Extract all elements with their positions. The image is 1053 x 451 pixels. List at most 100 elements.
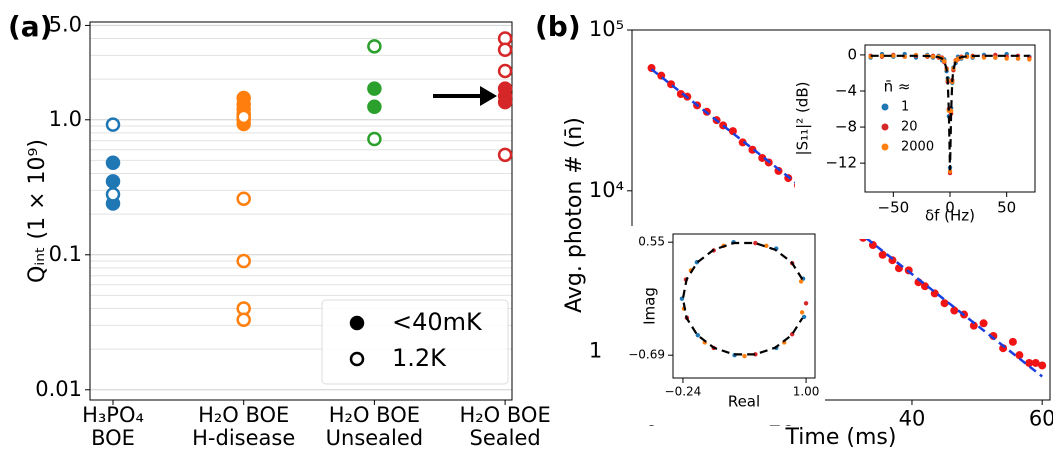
y-tick-label: −0.69 xyxy=(628,348,665,362)
inset-background xyxy=(795,37,1045,239)
data-point xyxy=(803,301,809,306)
label-line: H₂O BOE xyxy=(198,403,289,427)
data-point xyxy=(676,89,685,98)
axes-frame xyxy=(864,44,1036,193)
axes-frame xyxy=(89,21,513,401)
data-point xyxy=(1015,351,1024,360)
data-point xyxy=(738,138,747,147)
x-axis-label: Time (ms) xyxy=(785,425,897,450)
data-point xyxy=(497,147,513,163)
x-tick-label: H₂O BOE Unsealed xyxy=(326,403,424,450)
axes-frame xyxy=(631,29,1051,401)
label-line: BOE xyxy=(91,426,135,450)
data-point xyxy=(878,250,887,259)
y-axis-label: Qᵢₙₜ (1 × 10⁹) xyxy=(25,139,50,283)
fit-line xyxy=(681,241,804,356)
data-point xyxy=(764,243,769,249)
legend-marker xyxy=(881,143,889,151)
data-point xyxy=(367,99,382,114)
data-point xyxy=(930,54,936,59)
x-axis-label: δf (Hz) xyxy=(925,207,975,225)
label-line: H₃PO₄ xyxy=(82,403,144,427)
legend-label: 20 xyxy=(901,120,918,135)
data-point xyxy=(497,42,513,58)
y-tick-label: 0.01 xyxy=(35,377,82,401)
x-tick-label: 0 xyxy=(945,199,955,217)
y-axis-label: |S₁₁|² (dB) xyxy=(794,82,812,156)
legend-marker xyxy=(881,103,889,111)
axes-frame xyxy=(672,233,816,379)
data-point xyxy=(891,53,896,59)
fit-line xyxy=(870,54,1030,171)
x-tick-label: 1.00 xyxy=(793,385,820,399)
y-tick-label: 10⁴ xyxy=(589,178,624,202)
legend-label: 2000 xyxy=(901,140,934,155)
data-point xyxy=(367,39,382,54)
y-tick-label: −4 xyxy=(835,81,857,99)
y-tick-label: 1.0 xyxy=(49,107,82,131)
data-point xyxy=(497,63,513,79)
panel-label: (b) xyxy=(535,10,581,43)
data-point xyxy=(367,81,382,96)
legend-box xyxy=(321,299,509,385)
data-point xyxy=(753,240,758,246)
data-point xyxy=(105,117,121,132)
label-line: Sealed xyxy=(469,426,540,450)
data-point xyxy=(798,279,804,284)
data-point xyxy=(1004,56,1009,61)
data-point xyxy=(969,321,978,330)
data-point xyxy=(236,312,251,328)
y-axis-label: Imag xyxy=(641,287,659,325)
y-tick-label: 0.55 xyxy=(638,235,665,249)
y-tick-label: 0.1 xyxy=(49,242,82,266)
data-point xyxy=(950,306,959,315)
x-tick-label: −0.24 xyxy=(665,385,702,399)
data-point xyxy=(742,353,747,359)
x-tick-label: 60 xyxy=(1029,407,1053,431)
legend-label: 1.2K xyxy=(392,344,447,372)
panel-label: (a) xyxy=(8,10,53,43)
inset-background xyxy=(603,226,825,425)
y-tick-label: 0 xyxy=(847,45,857,63)
data-point xyxy=(1027,57,1032,62)
data-point xyxy=(948,108,954,114)
data-point xyxy=(993,55,998,60)
data-point xyxy=(1031,358,1040,367)
x-tick-label: 40 xyxy=(899,407,926,431)
legend-label: <40mK xyxy=(392,308,483,336)
data-point xyxy=(758,153,767,162)
legend-label: 1 xyxy=(901,100,909,115)
x-tick-label: H₂O BOE H-disease xyxy=(192,403,295,450)
data-point xyxy=(801,314,807,320)
x-tick-label: −50 xyxy=(878,199,910,217)
data-point xyxy=(236,191,251,207)
y-tick-label: 5.0 xyxy=(49,12,82,36)
data-point xyxy=(942,59,947,64)
data-point xyxy=(728,127,737,136)
data-point xyxy=(799,310,805,315)
data-point xyxy=(979,319,988,328)
label-line: Unsealed xyxy=(326,426,424,450)
data-point xyxy=(1015,56,1021,61)
y-tick-label: −12 xyxy=(825,154,857,172)
legend-marker xyxy=(881,123,889,131)
data-point xyxy=(105,187,121,202)
data-point xyxy=(367,131,382,147)
y-axis-label: Avg. photon # (n̄) xyxy=(562,117,587,313)
data-point xyxy=(105,155,121,171)
x-axis-label: Real xyxy=(728,393,760,411)
x-tick-label: H₃PO₄ BOE xyxy=(82,403,144,450)
label-line: H-disease xyxy=(192,426,295,450)
data-point xyxy=(105,174,121,189)
legend-marker xyxy=(349,351,365,367)
data-point xyxy=(497,94,513,110)
data-point xyxy=(1008,337,1017,346)
arrow-head xyxy=(480,86,497,106)
data-point xyxy=(236,253,251,269)
y-tick-label: −8 xyxy=(835,118,857,136)
data-point xyxy=(879,53,885,59)
y-tick-label: 10⁵ xyxy=(589,17,624,41)
x-tick-label: H₂O BOE Sealed xyxy=(459,403,550,450)
data-point xyxy=(1025,358,1034,367)
